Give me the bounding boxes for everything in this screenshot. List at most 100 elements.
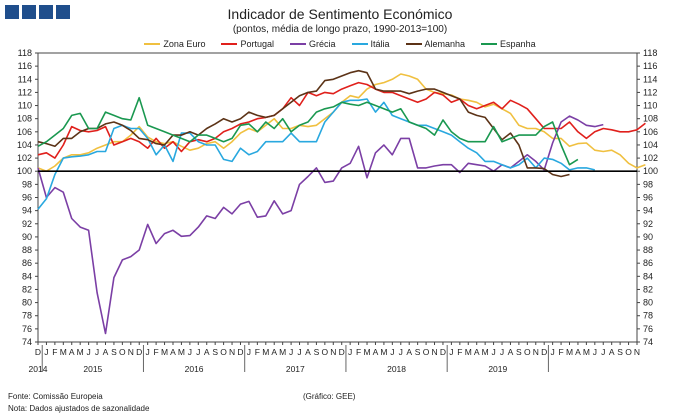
x-tick-label: J: [593, 347, 597, 357]
x-tick-label: N: [128, 347, 134, 357]
y-tick-label-right: 88: [643, 245, 653, 255]
legend: Zona Euro Portugal Grécia Itália Alemanha Esp…: [0, 39, 680, 49]
x-tick-label: M: [77, 347, 84, 357]
chart-title: Indicador de Sentimento Económico: [227, 6, 453, 22]
y-tick-label-left: 82: [22, 284, 32, 294]
x-tick-label: D: [35, 347, 41, 357]
x-tick-label: A: [474, 347, 480, 357]
x-tick-label: S: [111, 347, 117, 357]
x-tick-label: O: [119, 347, 126, 357]
x-tick-label: M: [482, 347, 489, 357]
x-tick-label: O: [322, 347, 329, 357]
year-label: 2017: [286, 364, 305, 374]
y-tick-label-left: 98: [22, 179, 32, 189]
y-tick-label-right: 106: [643, 127, 658, 137]
series-line-grecia: [37, 115, 604, 335]
y-tick-label-right: 76: [643, 324, 653, 334]
x-tick-label: S: [314, 347, 320, 357]
x-tick-label: N: [431, 347, 437, 357]
x-tick-label: A: [373, 347, 379, 357]
x-tick-label: A: [204, 347, 210, 357]
x-tick-label: S: [415, 347, 421, 357]
legend-swatch: [481, 43, 498, 45]
year-label: 2014: [29, 364, 48, 374]
x-tick-label: D: [541, 347, 547, 357]
y-tick-label-left: 118: [18, 48, 32, 58]
legend-swatch: [289, 43, 306, 45]
y-tick-label-left: 92: [22, 219, 32, 229]
x-tick-label: J: [297, 347, 301, 357]
y-tick-label-right: 118: [643, 48, 657, 58]
legend-item-italia: Itália: [351, 39, 390, 49]
y-tick-label-right: 90: [643, 232, 653, 242]
x-tick-label: O: [423, 347, 430, 357]
legend-label: Zona Euro: [163, 39, 206, 49]
x-tick-label: M: [583, 347, 590, 357]
x-tick-label: O: [625, 347, 632, 357]
y-tick-label-left: 80: [22, 298, 32, 308]
x-tick-label: M: [465, 347, 472, 357]
y-tick-label-right: 98: [643, 179, 653, 189]
x-tick-label: M: [161, 347, 168, 357]
y-tick-label-right: 114: [643, 74, 657, 84]
plot-frame: [37, 52, 638, 343]
y-tick-label-left: 78: [22, 311, 32, 321]
y-tick-label-left: 86: [22, 258, 32, 268]
y-tick-label-right: 110: [643, 101, 657, 111]
y-tick-label-left: 76: [22, 324, 32, 334]
x-tick-label: D: [440, 347, 446, 357]
legend-label: Alemanha: [424, 39, 466, 49]
x-tick-label: J: [399, 347, 403, 357]
x-tick-label: J: [196, 347, 200, 357]
legend-item-zona-euro: Zona Euro: [144, 39, 205, 49]
x-tick-label: D: [136, 347, 142, 357]
x-tick-label: O: [220, 347, 227, 357]
legend-label: Portugal: [240, 39, 274, 49]
y-tick-label-right: 80: [643, 298, 653, 308]
x-tick-label: J: [86, 347, 90, 357]
year-label: 2019: [488, 364, 507, 374]
logo: [5, 5, 70, 19]
x-tick-label: N: [634, 347, 640, 357]
x-tick-label: N: [229, 347, 235, 357]
series-line-italia: [37, 98, 595, 210]
x-tick-label: J: [601, 347, 605, 357]
x-tick-label: J: [390, 347, 394, 357]
x-tick-label: F: [558, 347, 563, 357]
legend-swatch: [221, 43, 238, 45]
y-tick-label-right: 108: [643, 114, 658, 124]
y-tick-label-left: 94: [22, 206, 32, 216]
source-note: Fonte: Comissão Europeia: [8, 392, 103, 401]
x-tick-label: F: [356, 347, 361, 357]
legend-label: Espanha: [500, 39, 536, 49]
x-tick-label: D: [339, 347, 345, 357]
y-tick-label-left: 96: [22, 193, 32, 203]
y-tick-label-left: 84: [22, 271, 32, 281]
y-tick-label-right: 94: [643, 206, 653, 216]
legend-swatch: [351, 43, 368, 45]
x-tick-label: F: [52, 347, 57, 357]
y-tick-label-right: 116: [643, 61, 657, 71]
credit-note: (Gráfico: GEE): [303, 392, 356, 401]
x-tick-label: D: [237, 347, 243, 357]
y-tick-label-left: 110: [18, 101, 32, 111]
y-tick-label-right: 102: [643, 153, 658, 163]
legend-swatch: [144, 43, 161, 45]
series-line-alemanha: [37, 69, 570, 178]
y-tick-label-left: 112: [18, 87, 32, 97]
x-tick-label: A: [69, 347, 75, 357]
legend-item-grecia: Grécia: [289, 39, 336, 49]
y-tick-label-left: 116: [18, 61, 32, 71]
legend-item-alemanha: Alemanha: [405, 39, 466, 49]
x-tick-label: S: [516, 347, 522, 357]
year-label: 2016: [185, 364, 204, 374]
y-tick-label-left: 88: [22, 245, 32, 255]
adjustment-note: Nota: Dados ajustados de sazonalidade: [8, 404, 150, 413]
y-tick-label-right: 78: [643, 311, 653, 321]
x-tick-label: J: [188, 347, 192, 357]
x-tick-label: S: [212, 347, 218, 357]
x-tick-label: J: [500, 347, 504, 357]
y-tick-label-left: 108: [17, 114, 32, 124]
y-tick-label-left: 90: [22, 232, 32, 242]
